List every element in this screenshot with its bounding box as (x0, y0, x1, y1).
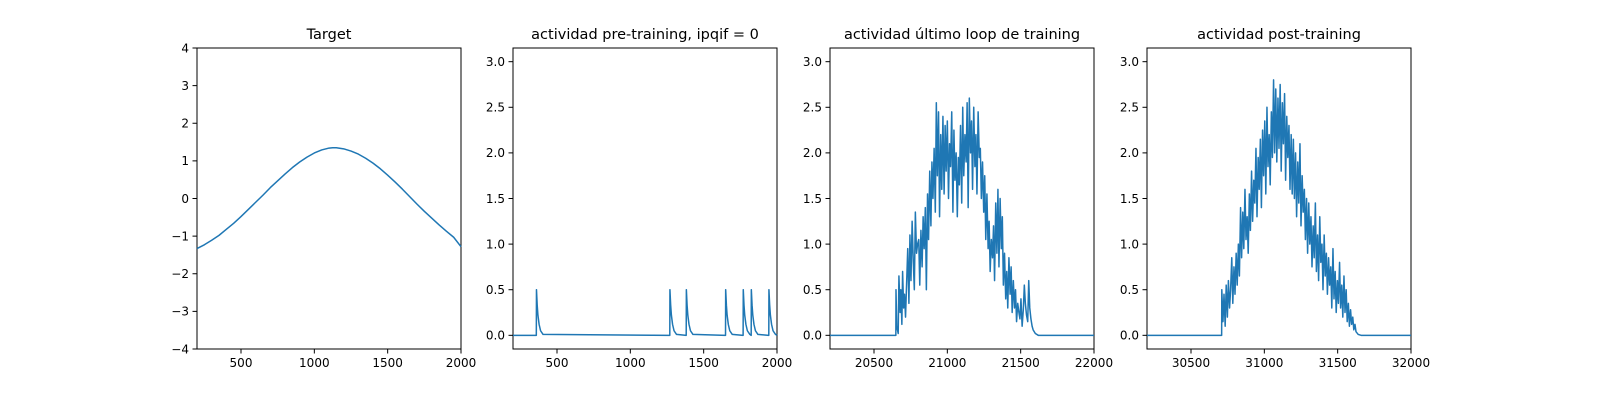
subplot-3: actividad último loop de training 20500 2… (803, 27, 1113, 370)
subplot-1-title: Target (306, 27, 352, 43)
y-tick-label: 0 (181, 192, 189, 206)
x-tick-label: 32000 (1392, 356, 1430, 370)
subplot-2-title: actividad pre-training, ipqif = 0 (531, 27, 759, 43)
y-tick-label: 1.5 (486, 192, 505, 206)
subplot-2-ticks: 500 1000 1500 2000 0.0 0.5 1.0 1.5 2.0 2.5 3.0 (486, 55, 792, 370)
x-tick-label: 30500 (1172, 356, 1210, 370)
y-tick-label: 3.0 (803, 55, 822, 69)
y-tick-label: 0.5 (1120, 283, 1139, 297)
x-tick-label: 21000 (928, 356, 966, 370)
y-tick-label: 0.5 (486, 283, 505, 297)
subplot-1-ticks: 500 1000 1500 2000 −4 −3 −2 −1 0 1 2 3 4 (171, 41, 476, 370)
subplot-2-series-line (513, 288, 778, 337)
x-tick-label: 22000 (1075, 356, 1113, 370)
subplot-4-title: actividad post-training (1197, 27, 1361, 43)
y-tick-label: 0.0 (803, 329, 822, 343)
y-tick-label: −4 (171, 342, 189, 356)
x-tick-label: 500 (230, 356, 253, 370)
subplot-3-title: actividad último loop de training (844, 27, 1080, 43)
subplot-1-series-line (196, 146, 462, 250)
y-tick-label: −1 (171, 229, 189, 243)
subplot-3-series-line (830, 97, 1094, 337)
x-tick-label: 20500 (855, 356, 893, 370)
y-tick-label: 1.0 (486, 237, 505, 251)
y-tick-label: 1.5 (803, 192, 822, 206)
y-tick-label: 1.5 (1120, 192, 1139, 206)
x-tick-label: 1000 (299, 356, 330, 370)
y-tick-label: 1.0 (803, 237, 822, 251)
y-tick-label: 3 (181, 79, 189, 93)
x-tick-label: 31000 (1245, 356, 1283, 370)
y-tick-label: 0.0 (1120, 329, 1139, 343)
x-tick-label: 1000 (615, 356, 646, 370)
x-tick-label: 1500 (688, 356, 719, 370)
subplot-4-series-line (1147, 79, 1411, 337)
subplot-4-ticks: 30500 31000 31500 32000 0.0 0.5 1.0 1.5 2.0 2.5 3.… (1120, 55, 1430, 370)
x-tick-label: 1500 (372, 356, 403, 370)
y-tick-label: 2.5 (486, 101, 505, 115)
x-tick-label: 2000 (446, 356, 477, 370)
y-tick-label: −3 (171, 305, 189, 319)
y-tick-label: 1 (181, 154, 189, 168)
subplot-3-ticks: 20500 21000 21500 22000 0.0 0.5 1.0 1.5 2.0 2.5 3.… (803, 55, 1113, 370)
y-tick-label: 2.5 (1120, 101, 1139, 115)
x-tick-label: 2000 (762, 356, 793, 370)
subplot-4: actividad post-training 30500 31000 31500 3… (1120, 27, 1430, 370)
x-tick-label: 500 (546, 356, 569, 370)
y-tick-label: 3.0 (486, 55, 505, 69)
y-tick-label: 1.0 (1120, 237, 1139, 251)
y-tick-label: 0.0 (486, 329, 505, 343)
y-tick-label: 2.0 (486, 146, 505, 160)
y-tick-label: 0.5 (803, 283, 822, 297)
x-tick-label: 21500 (1002, 356, 1040, 370)
y-tick-label: 4 (181, 41, 189, 55)
y-tick-label: −2 (171, 267, 189, 281)
y-tick-label: 2.0 (803, 146, 822, 160)
y-tick-label: 3.0 (1120, 55, 1139, 69)
y-tick-label: 2.0 (1120, 146, 1139, 160)
y-tick-label: 2.5 (803, 101, 822, 115)
x-tick-label: 31500 (1319, 356, 1357, 370)
subplot-1: Target 500 1000 1500 2000 −4 −3 −2 −1 0 1 2 3 4 (171, 27, 476, 370)
y-tick-label: 2 (181, 117, 189, 131)
subplot-2: actividad pre-training, ipqif = 0 500 100… (486, 27, 792, 370)
